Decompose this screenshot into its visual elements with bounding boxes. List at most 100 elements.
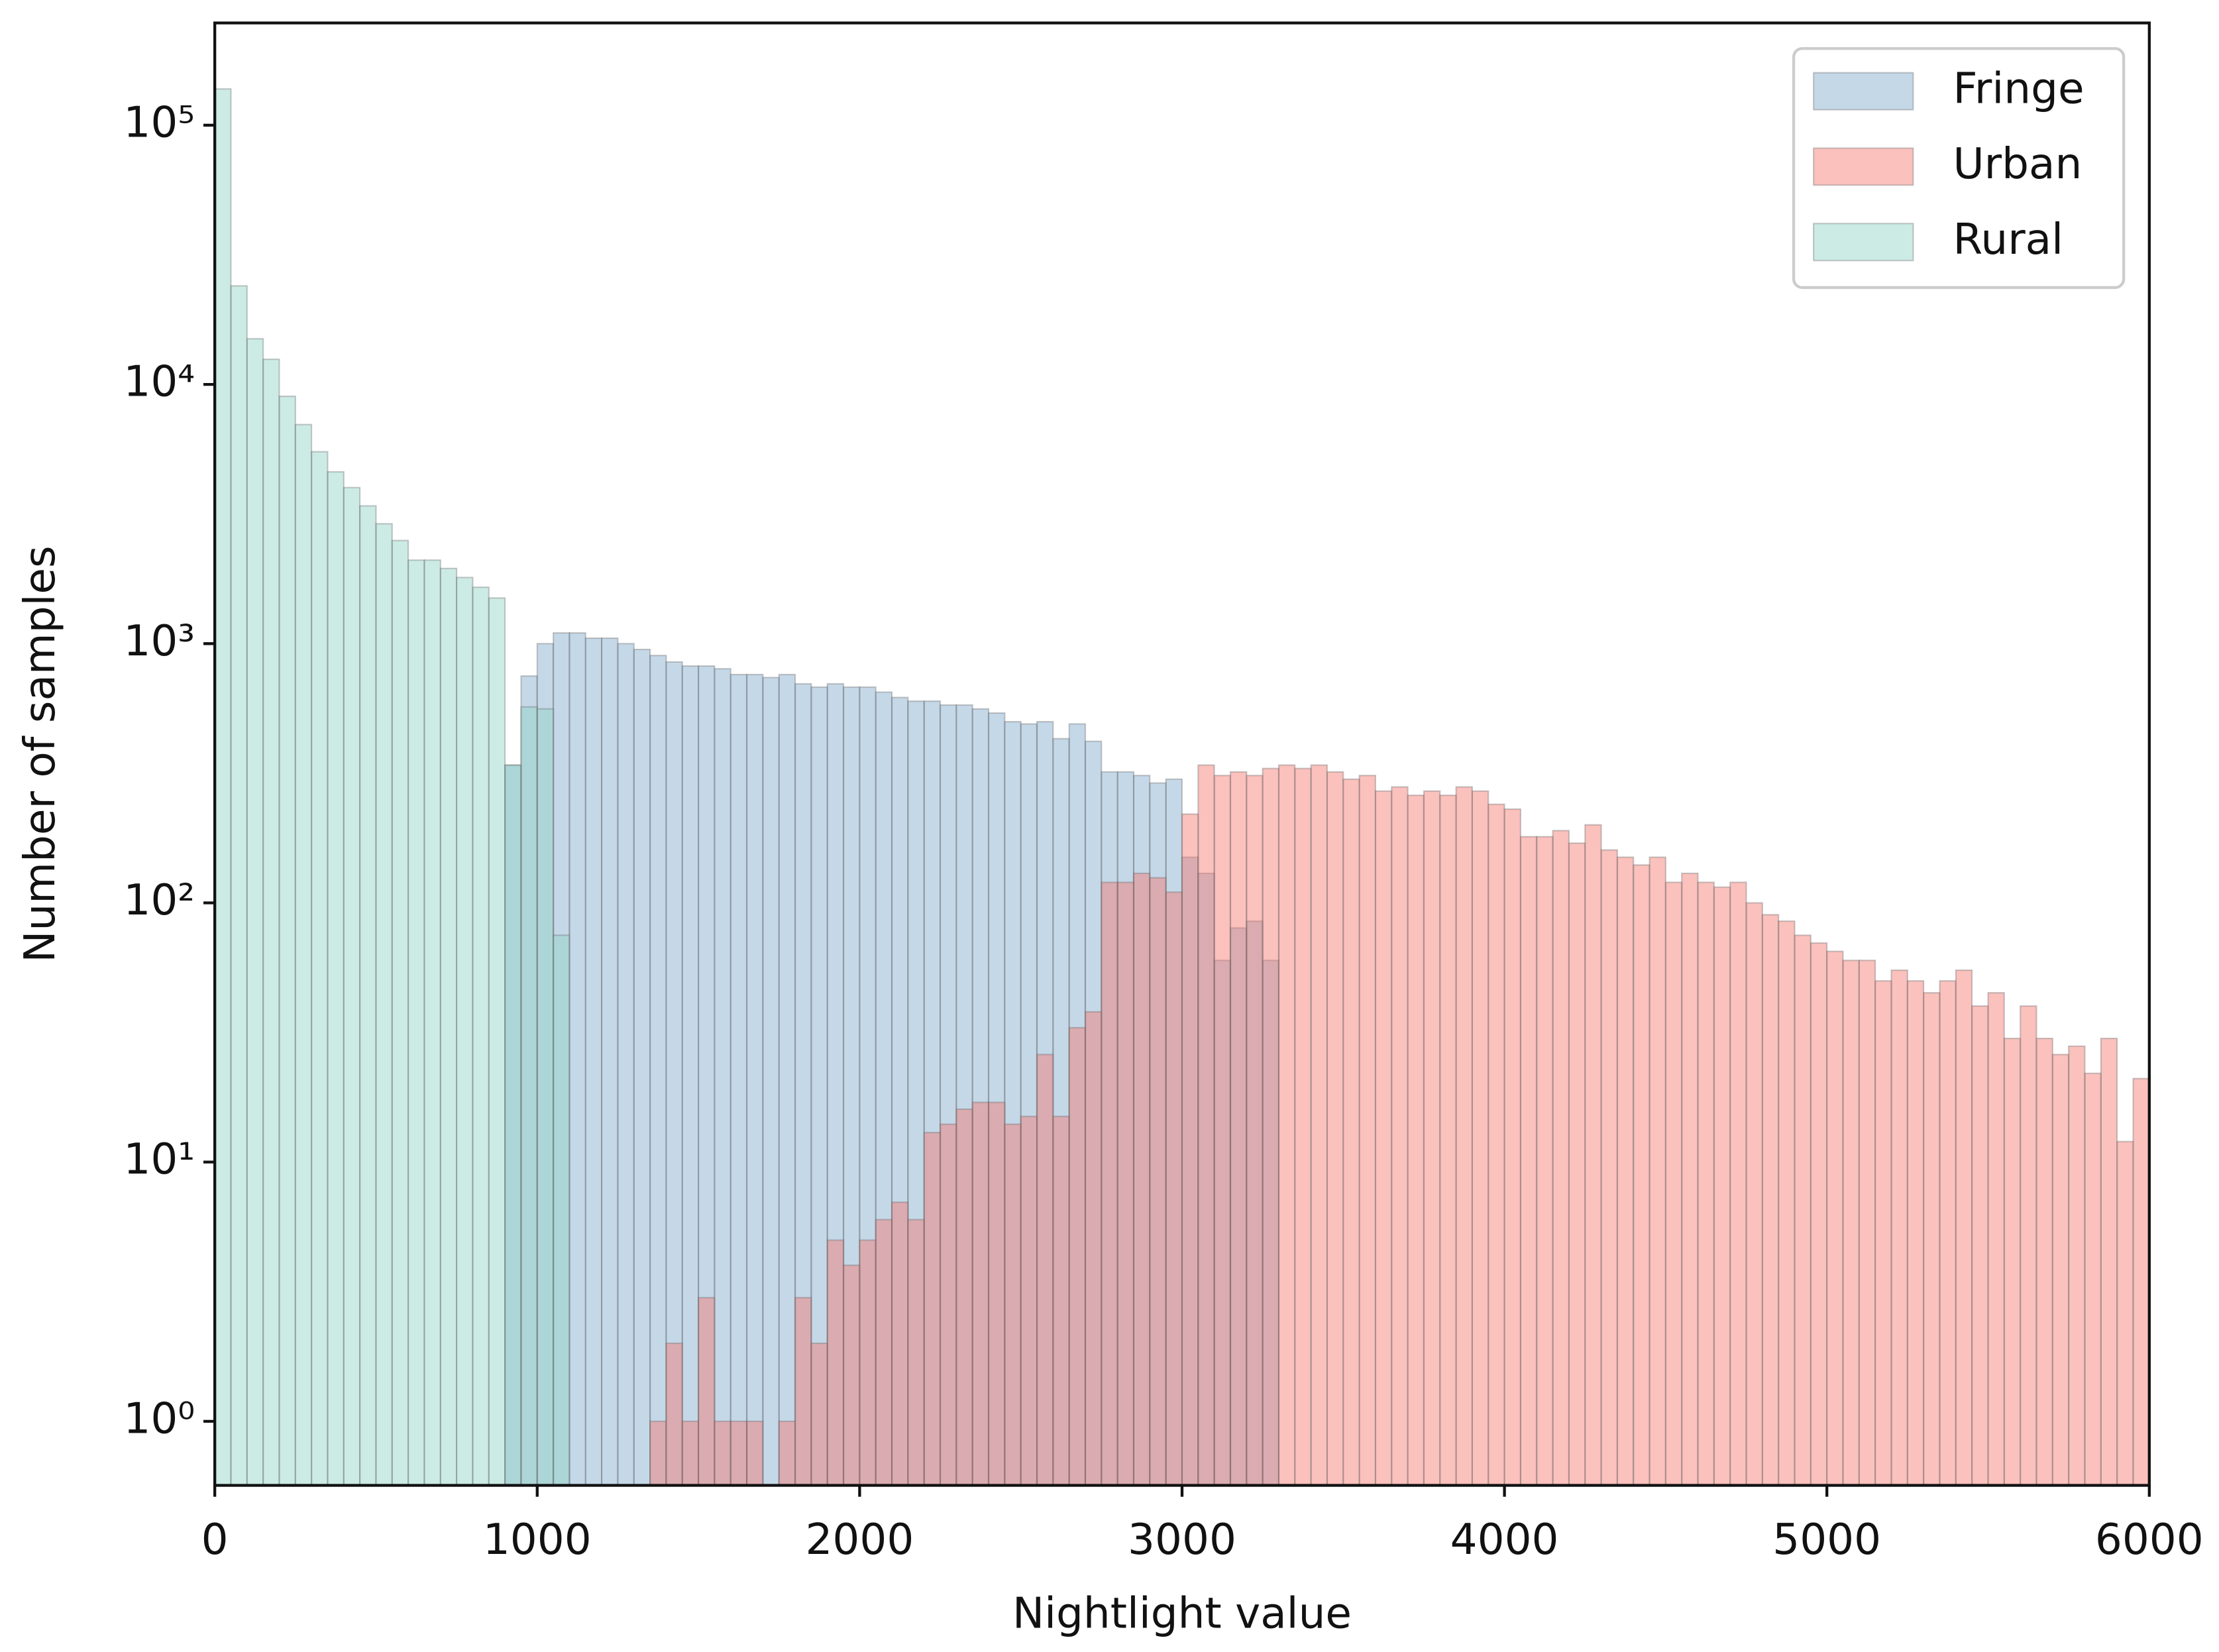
series-bars [649,764,2150,1486]
bar [1407,795,1425,1486]
bar [1955,969,1973,1486]
bar [278,395,296,1486]
bar [1488,803,1505,1486]
bar [1004,1123,1022,1486]
bar [714,1420,731,1486]
bar [810,1343,828,1486]
bar [1165,891,1183,1486]
bar [1197,764,1215,1486]
legend-box [1792,47,2126,290]
bar [1713,886,1731,1486]
bar [1052,1115,1070,1486]
bar [1020,1115,1038,1486]
bar [987,712,1006,1486]
bar [1101,881,1118,1486]
bar [617,643,635,1486]
bar [1971,1005,1989,1486]
bar [327,470,345,1486]
bar [504,764,522,1486]
bar [359,505,377,1486]
bar [842,686,861,1486]
series-bars [504,632,1280,1486]
x-tick-label: 3000 [1128,1515,1236,1565]
bar [214,88,232,1486]
bar [923,700,942,1486]
series-bars [214,88,570,1486]
y-tick-label: 10¹ [123,1134,195,1184]
bar [1697,881,1715,1486]
bar [553,934,570,1486]
x-tick-label: 2000 [805,1515,914,1565]
bar [2084,1072,2102,1486]
bar [987,1101,1006,1486]
bar [1423,790,1441,1486]
bar [891,1201,909,1486]
bar [1616,856,1635,1486]
bar [1181,856,1199,1486]
bar [1310,764,1328,1486]
bar [1455,786,1474,1486]
bar [842,1264,861,1486]
bar [810,686,828,1486]
bar [745,1420,764,1486]
bar [2035,1037,2053,1486]
bar [2116,1140,2134,1486]
x-tick-label: 1000 [483,1515,592,1565]
bar [1664,881,1683,1486]
bar [1778,920,1796,1486]
bar [584,637,603,1486]
bar [294,423,313,1486]
bar [875,1219,893,1486]
bar [859,1239,877,1486]
bar [2051,1054,2070,1486]
legend-swatch [1813,147,1914,186]
bar [1342,778,1360,1486]
bar [730,1420,748,1486]
bar [1729,881,1747,1486]
bar [1890,969,1908,1486]
bar [1568,842,1586,1486]
bar [246,338,264,1486]
bar [907,1219,925,1486]
bar [698,1297,716,1486]
bar [1681,872,1699,1486]
bar [778,673,796,1486]
bar [745,673,764,1486]
bar [1600,849,1618,1486]
bar [1906,980,1925,1486]
y-tick-label: 10⁴ [123,357,195,407]
bar [730,673,748,1486]
bar [2068,1045,2086,1486]
bar [1326,771,1344,1486]
legend-label: Urban [1953,139,2083,189]
x-tick-label: 5000 [1772,1515,1881,1565]
legend: Fringe Urban Rural [1792,47,2126,290]
bar [1229,771,1248,1486]
bar [1068,1026,1087,1486]
bar [971,1101,990,1486]
bar [649,655,667,1486]
bar [681,1420,700,1486]
bar [568,632,586,1486]
bar [2020,1005,2037,1486]
bar [2100,1037,2118,1486]
bar [1132,872,1151,1486]
bar [1213,960,1232,1486]
y-tick-label: 10³ [123,616,195,666]
bar [1552,830,1570,1486]
bar [1213,775,1232,1486]
bar [601,637,619,1486]
bar [1471,790,1489,1486]
bar [456,577,474,1486]
bar [1794,934,1812,1486]
bar [1939,980,1957,1486]
bar [1649,856,1666,1486]
bar [665,661,683,1486]
bar [407,559,425,1486]
bar [2132,1077,2150,1486]
bar [375,523,393,1486]
bar [1084,1011,1103,1486]
bar [1262,767,1280,1486]
